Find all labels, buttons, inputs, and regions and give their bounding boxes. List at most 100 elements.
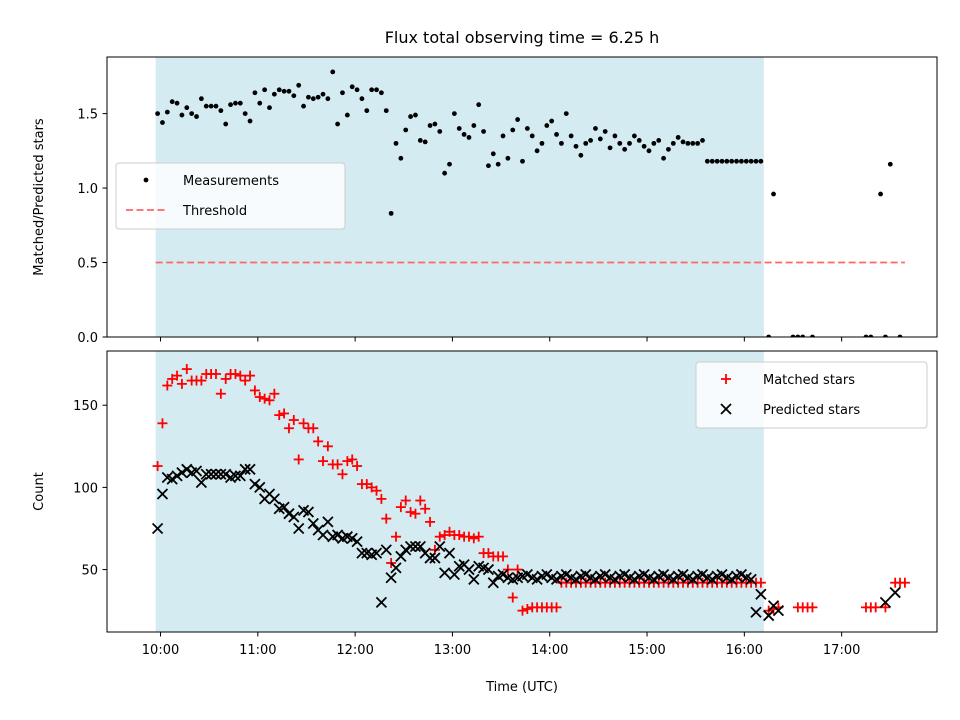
measurements-point: [627, 140, 632, 146]
measurements-point: [252, 90, 258, 96]
measurements-point: [661, 155, 666, 161]
x-tick-label: 10:00: [142, 643, 179, 658]
matched-stars-point: [283, 423, 294, 434]
x-tick-label: 16:00: [726, 643, 763, 658]
measurements-point: [198, 96, 204, 102]
matched-stars-point: [269, 388, 280, 399]
y-tick-label: 150: [73, 399, 98, 414]
matched-stars-point: [240, 375, 251, 386]
matched-stars-point: [249, 385, 260, 396]
measurements-point: [729, 158, 735, 164]
predicted-stars-point: [278, 501, 290, 513]
legend-label: Predicted stars: [763, 403, 860, 418]
matched-stars-point: [395, 502, 406, 513]
measurements-point: [612, 133, 618, 139]
measurements-point: [262, 87, 268, 93]
measurements-point: [296, 82, 302, 88]
measurements-point: [169, 99, 175, 105]
measurements-point: [573, 143, 579, 149]
measurements-point: [520, 158, 525, 164]
ratio-panel: 0.0 0.5 1.0 1.5 Matched/Predicted stars Measu…: [32, 56, 938, 346]
predicted-stars-point: [317, 529, 329, 541]
measurements-point: [315, 94, 321, 100]
measurements-point: [500, 133, 506, 139]
measurements-point: [194, 114, 199, 119]
measurements-point: [335, 121, 341, 127]
matched-stars-point: [522, 603, 533, 614]
observing-window-span: [155, 351, 764, 632]
matched-stars-point: [176, 378, 187, 389]
matched-stars-point: [342, 456, 353, 467]
measurements-point: [495, 161, 501, 167]
measurements-point: [422, 139, 428, 145]
measurements-point: [447, 161, 452, 167]
predicted-stars-point: [750, 606, 762, 618]
predicted-stars-point: [288, 511, 300, 523]
measurements-point: [719, 158, 725, 164]
measurements-point: [748, 158, 754, 164]
measurements-point: [583, 140, 589, 146]
axes-frame: [106, 56, 938, 338]
measurements-point: [486, 163, 491, 169]
predicted-stars-point: [195, 476, 208, 489]
measurements-point: [666, 146, 671, 152]
measurements-point: [374, 87, 379, 93]
matched-stars-point: [473, 531, 484, 542]
matched-stars-point: [381, 513, 392, 524]
predicted-stars-point: [331, 529, 344, 541]
measurements-point: [417, 138, 423, 143]
legend-swatch: [721, 374, 731, 384]
measurements-point: [753, 158, 759, 164]
predicted-stars-point: [268, 493, 280, 505]
axes-frame: [106, 350, 938, 633]
measurements-point: [442, 170, 448, 176]
measurements-point: [734, 158, 739, 164]
measurements-point: [863, 334, 869, 337]
measurements-point: [695, 140, 701, 146]
matched-stars-point: [352, 461, 363, 472]
predicted-stars-point: [745, 573, 757, 586]
x-tick-label: 13:00: [434, 643, 471, 658]
predicted-stars-point: [181, 463, 193, 475]
measurements-point: [766, 334, 772, 337]
matched-stars-point: [157, 418, 168, 429]
measurements-point: [563, 111, 569, 116]
predicted-stars-point: [215, 468, 227, 480]
predicted-stars-point: [200, 468, 212, 480]
y-tick-label: 1.5: [77, 108, 98, 123]
measurements-point: [437, 129, 443, 134]
matched-stars-point: [400, 495, 411, 506]
measurements-point: [164, 109, 170, 115]
matched-stars-point: [870, 602, 881, 613]
predicted-stars-point: [346, 532, 358, 544]
measurements-point: [593, 126, 598, 131]
measurements-point: [291, 93, 297, 99]
measurements-point: [432, 121, 438, 127]
measurements-point: [641, 143, 647, 149]
matched-stars-point: [454, 530, 465, 541]
matched-stars-point: [507, 592, 518, 603]
measurements-point: [247, 118, 253, 124]
measurements-point: [427, 123, 433, 128]
data-markers: [155, 69, 903, 337]
measurements-point: [203, 103, 209, 109]
legend: Measurements Threshold: [115, 162, 346, 230]
matched-stars-point: [322, 441, 333, 452]
matched-stars-point: [235, 370, 246, 381]
y-tick-label: 0.5: [77, 257, 98, 272]
measurements-point: [189, 111, 195, 116]
measurements-point: [656, 138, 662, 143]
matched-stars-point: [259, 393, 270, 404]
matched-stars-point: [279, 408, 290, 419]
matched-stars-point: [162, 380, 173, 391]
matched-stars-point: [313, 436, 324, 447]
x-tick-label: 12:00: [336, 643, 373, 658]
matched-stars-point: [172, 370, 183, 381]
measurements-point: [228, 102, 233, 108]
predicted-stars-point: [205, 468, 217, 480]
count-panel: 10:00 11:00 12:00 13:00 14:00 15:00 16:00 17:00…: [32, 350, 938, 658]
chart-title: Flux total observing time = 6.25 h: [385, 28, 660, 47]
matched-stars-point: [551, 602, 562, 613]
predicted-stars-point: [696, 568, 709, 581]
predicted-stars-point: [443, 547, 456, 559]
